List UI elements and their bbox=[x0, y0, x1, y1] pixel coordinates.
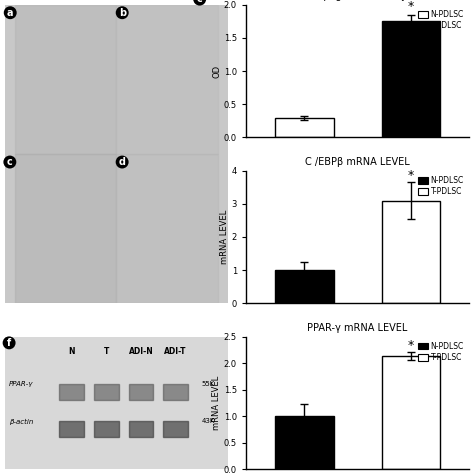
Text: T: T bbox=[104, 347, 109, 356]
Text: 55K: 55K bbox=[201, 381, 215, 387]
Text: PPAR-γ: PPAR-γ bbox=[9, 381, 34, 387]
Title: PPAR-γ mRNA LEVEL: PPAR-γ mRNA LEVEL bbox=[308, 323, 408, 333]
Bar bbox=[94, 421, 118, 438]
Text: b: b bbox=[118, 8, 126, 18]
Bar bbox=[128, 421, 153, 438]
Y-axis label: mRNA LEVEL: mRNA LEVEL bbox=[212, 376, 221, 430]
Text: 43K: 43K bbox=[201, 419, 215, 425]
Text: c: c bbox=[7, 157, 13, 167]
Bar bbox=[164, 421, 188, 438]
Bar bbox=[275, 270, 334, 303]
Bar bbox=[275, 118, 334, 137]
Legend: N-PDLSC, T-PDLSC: N-PDLSC, T-PDLSC bbox=[417, 9, 465, 32]
Text: β-actin: β-actin bbox=[9, 419, 34, 425]
Bar bbox=[382, 21, 440, 137]
Text: *: * bbox=[408, 0, 414, 13]
Text: N: N bbox=[68, 347, 75, 356]
Text: *: * bbox=[408, 169, 414, 182]
Text: c: c bbox=[197, 0, 202, 4]
Bar bbox=[59, 384, 84, 400]
Bar bbox=[164, 384, 188, 400]
Y-axis label: OD: OD bbox=[212, 64, 221, 78]
Bar bbox=[117, 154, 218, 303]
Bar bbox=[15, 154, 117, 303]
Legend: N-PDLSC, T-PDLSC: N-PDLSC, T-PDLSC bbox=[417, 340, 465, 364]
Bar bbox=[94, 384, 118, 400]
Text: a: a bbox=[7, 8, 13, 18]
Bar bbox=[15, 5, 117, 154]
Bar bbox=[382, 201, 440, 303]
Y-axis label: mRNA LEVEL: mRNA LEVEL bbox=[220, 210, 229, 264]
Title: C /EBPβ mRNA LEVEL: C /EBPβ mRNA LEVEL bbox=[305, 157, 410, 167]
Bar bbox=[275, 416, 334, 469]
Text: f: f bbox=[7, 338, 11, 348]
Text: *: * bbox=[408, 339, 414, 352]
Bar bbox=[382, 356, 440, 469]
Text: ADI-T: ADI-T bbox=[164, 347, 187, 356]
Title: Adipogenic Quantify: Adipogenic Quantify bbox=[308, 0, 407, 1]
Legend: N-PDLSC, T-PDLSC: N-PDLSC, T-PDLSC bbox=[417, 174, 465, 198]
Text: ADI-N: ADI-N bbox=[128, 347, 154, 356]
Bar bbox=[59, 421, 84, 438]
Bar bbox=[117, 5, 218, 154]
Bar bbox=[128, 384, 153, 400]
Text: d: d bbox=[118, 157, 126, 167]
